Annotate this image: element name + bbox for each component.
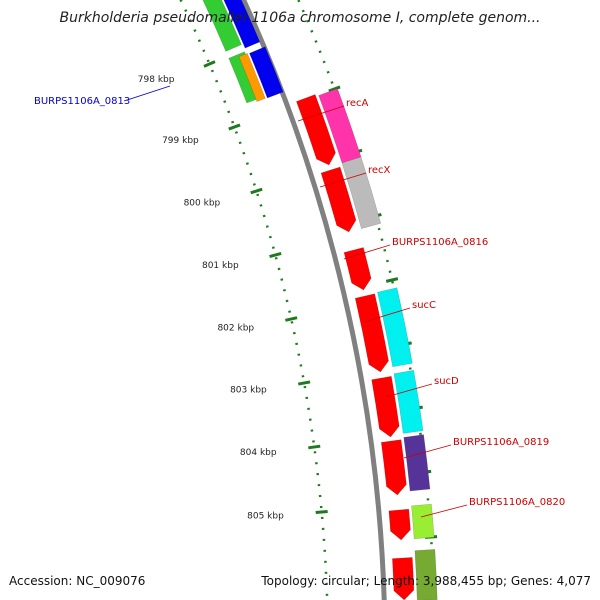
gene-label: BURPS1106A_0813 bbox=[34, 96, 130, 107]
major-tick bbox=[298, 380, 311, 386]
gene-arrow-blue bbox=[249, 46, 284, 99]
major-tick bbox=[269, 251, 282, 259]
cds-arrow bbox=[392, 557, 415, 600]
gene-arrow-green bbox=[202, 0, 242, 52]
major-tick bbox=[285, 316, 298, 322]
accession-label: Accession: NC_009076 bbox=[9, 574, 146, 588]
gene-label-leader bbox=[319, 172, 367, 188]
feature-arrow bbox=[377, 287, 413, 368]
major-tick bbox=[315, 509, 328, 515]
gene-label-leader bbox=[123, 85, 171, 102]
tick-label: 805 kbp bbox=[247, 511, 284, 521]
cds-arrow bbox=[354, 293, 389, 373]
gene-label-leader bbox=[297, 105, 345, 122]
gene-label-leader bbox=[403, 444, 452, 459]
feature-arrow bbox=[403, 434, 431, 492]
gene-label: BURPS1106A_0820 bbox=[469, 497, 565, 508]
cds-arrow bbox=[381, 439, 407, 496]
topology-label: Topology: circular; Length: 3,988,455 bp… bbox=[261, 574, 591, 588]
cds-arrow bbox=[296, 94, 336, 166]
inner-tick-ring bbox=[179, 0, 329, 600]
major-tick bbox=[308, 444, 321, 450]
major-tick bbox=[228, 123, 241, 131]
gene-label: recA bbox=[346, 98, 369, 109]
gene-label-leader bbox=[343, 244, 391, 260]
feature-arrow bbox=[341, 156, 381, 229]
map-title: Burkholderia pseudomallei 1106a chromoso… bbox=[59, 10, 541, 26]
gene-label: sucC bbox=[412, 300, 436, 311]
tick-label: 800 kbp bbox=[184, 199, 221, 209]
gene-label-leader bbox=[420, 504, 468, 518]
gene-arrow-blue bbox=[223, 0, 261, 49]
feature-arrow bbox=[411, 503, 435, 539]
major-tick-outer bbox=[328, 85, 341, 93]
major-tick-outer bbox=[385, 277, 399, 283]
gene-label-leader bbox=[363, 307, 411, 323]
gene-label: BURPS1106A_0819 bbox=[453, 437, 549, 448]
tick-label: 799 kbp bbox=[162, 136, 199, 146]
tick-label: 804 kbp bbox=[240, 448, 277, 458]
tick-label: 802 kbp bbox=[217, 323, 254, 333]
major-tick bbox=[203, 60, 216, 68]
cds-arrow bbox=[343, 247, 372, 291]
major-tick bbox=[250, 187, 263, 195]
gene-label: BURPS1106A_0816 bbox=[392, 237, 488, 248]
feature-arrow bbox=[393, 370, 424, 434]
cds-arrow bbox=[388, 508, 411, 541]
gene-label-leader bbox=[385, 383, 433, 398]
gene-label: sucD bbox=[434, 376, 459, 387]
gene-label: recX bbox=[368, 165, 391, 176]
tick-label: 801 kbp bbox=[202, 261, 239, 271]
tick-label: 798 kbp bbox=[138, 75, 175, 85]
cds-arrow bbox=[371, 376, 400, 438]
tick-label: 803 kbp bbox=[230, 386, 267, 396]
gene-arrow-orange bbox=[238, 53, 266, 102]
cds-arrow bbox=[320, 166, 357, 233]
